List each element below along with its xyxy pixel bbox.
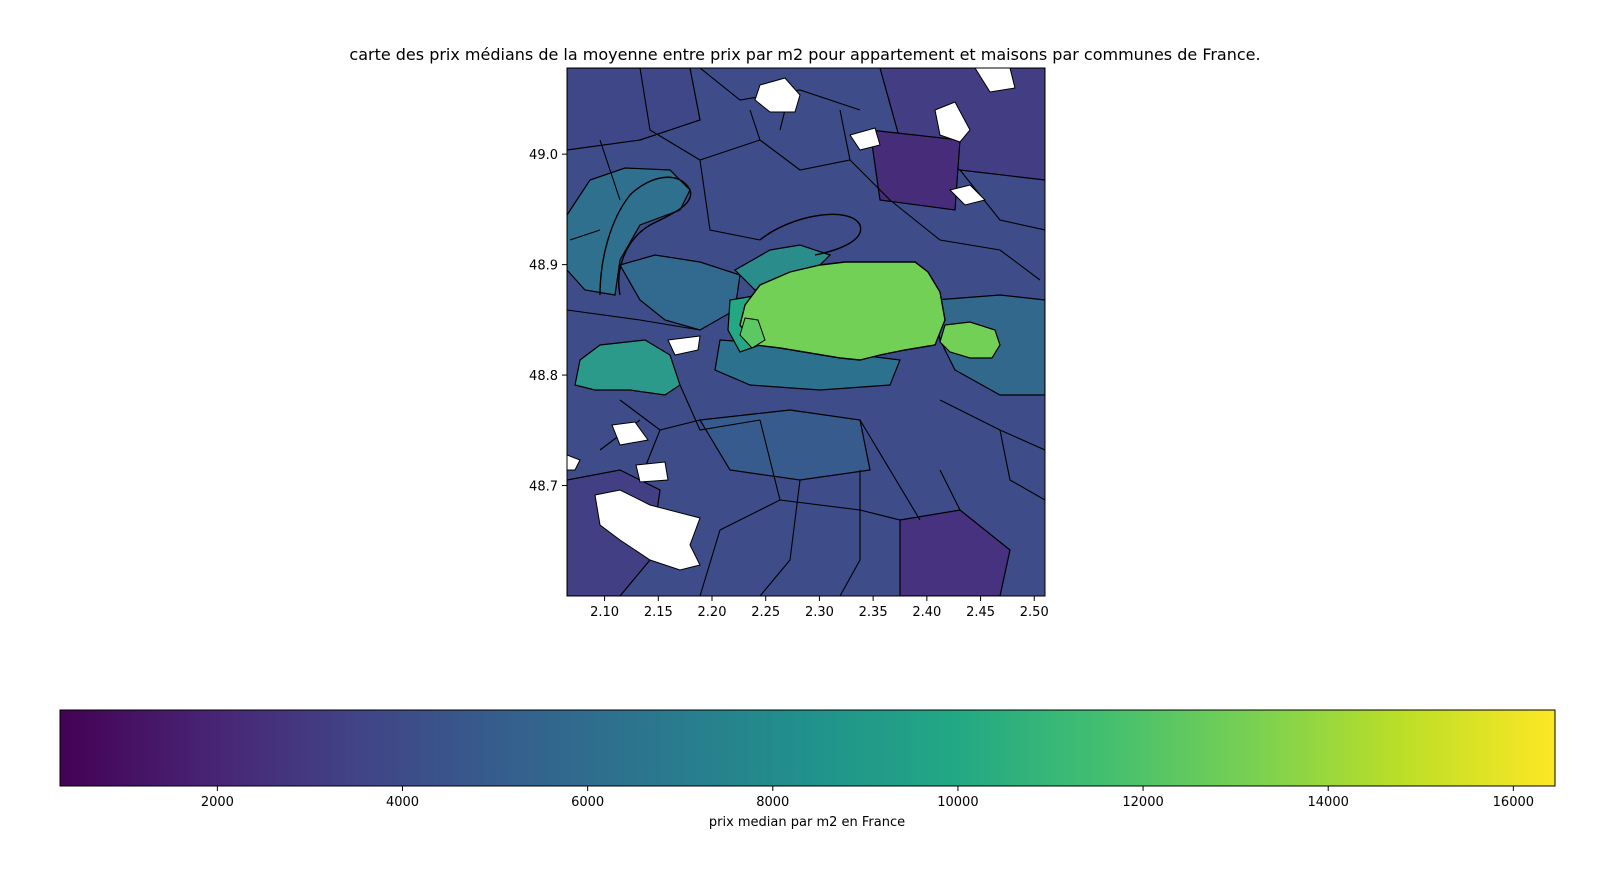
colorbar-tick-label: 10000 [937, 795, 978, 810]
missing-region-north-east [934, 101, 971, 143]
missing-region-west [667, 335, 701, 356]
region-south-central [699, 409, 871, 481]
y-tick-label: 48.9 [529, 259, 558, 274]
colorbar-tick-label: 2000 [201, 795, 234, 810]
x-tick-label: 2.20 [698, 605, 727, 620]
x-tick-label: 2.50 [1020, 605, 1049, 620]
x-tick-label: 2.35 [859, 605, 888, 620]
colorbar-tick-label: 12000 [1122, 795, 1163, 810]
y-tick-label: 48.7 [529, 480, 558, 495]
missing-region-south-west-b [635, 461, 669, 483]
colorbar-label: prix median par m2 en France [709, 815, 905, 830]
region-vincennes [939, 321, 1001, 359]
missing-region-south-west-a [611, 421, 649, 446]
missing-region-east [949, 184, 986, 206]
colorbar-tick-label: 14000 [1308, 795, 1349, 810]
colorbar-tick-label: 8000 [756, 795, 789, 810]
map-panel [567, 68, 1045, 596]
region-south-east [899, 509, 1011, 596]
colorbar-axis: 2000 4000 6000 8000 10000 12000 14000 16000 [201, 786, 1534, 810]
map-y-axis: 48.7 48.8 48.9 49.0 [529, 148, 567, 495]
region-west-north [567, 68, 701, 151]
x-tick-label: 2.25 [751, 605, 780, 620]
x-tick-label: 2.30 [805, 605, 834, 620]
x-tick-label: 2.40 [912, 605, 941, 620]
x-tick-label: 2.15 [644, 605, 673, 620]
colorbar-tick-label: 4000 [386, 795, 419, 810]
chart-title: carte des prix médians de la moyenne ent… [349, 45, 1260, 64]
y-tick-label: 48.8 [529, 369, 558, 384]
colorbar-tick-label: 6000 [571, 795, 604, 810]
missing-region-north-center [849, 127, 881, 151]
missing-region-top-east [974, 68, 1016, 93]
x-tick-label: 2.10 [590, 605, 619, 620]
map-frame [566, 67, 1046, 597]
colorbar-tick-label: 16000 [1493, 795, 1534, 810]
region-far-north-east [869, 129, 961, 211]
seine-arc [759, 213, 862, 256]
missing-region-north [754, 77, 801, 113]
region-versailles [574, 339, 681, 396]
missing-region-edge [567, 454, 581, 471]
colorbar [59, 709, 1556, 787]
missing-region-south-west-c [594, 489, 701, 571]
map-x-axis: 2.10 2.15 2.20 2.25 2.30 2.35 2.40 2.45 2.50 [590, 596, 1049, 620]
x-tick-label: 2.45 [966, 605, 995, 620]
region-saint-germain [567, 167, 691, 296]
y-tick-label: 49.0 [529, 148, 558, 163]
seine-loop [599, 176, 692, 296]
region-paris [739, 261, 946, 361]
region-bois-de-boulogne [739, 317, 766, 349]
